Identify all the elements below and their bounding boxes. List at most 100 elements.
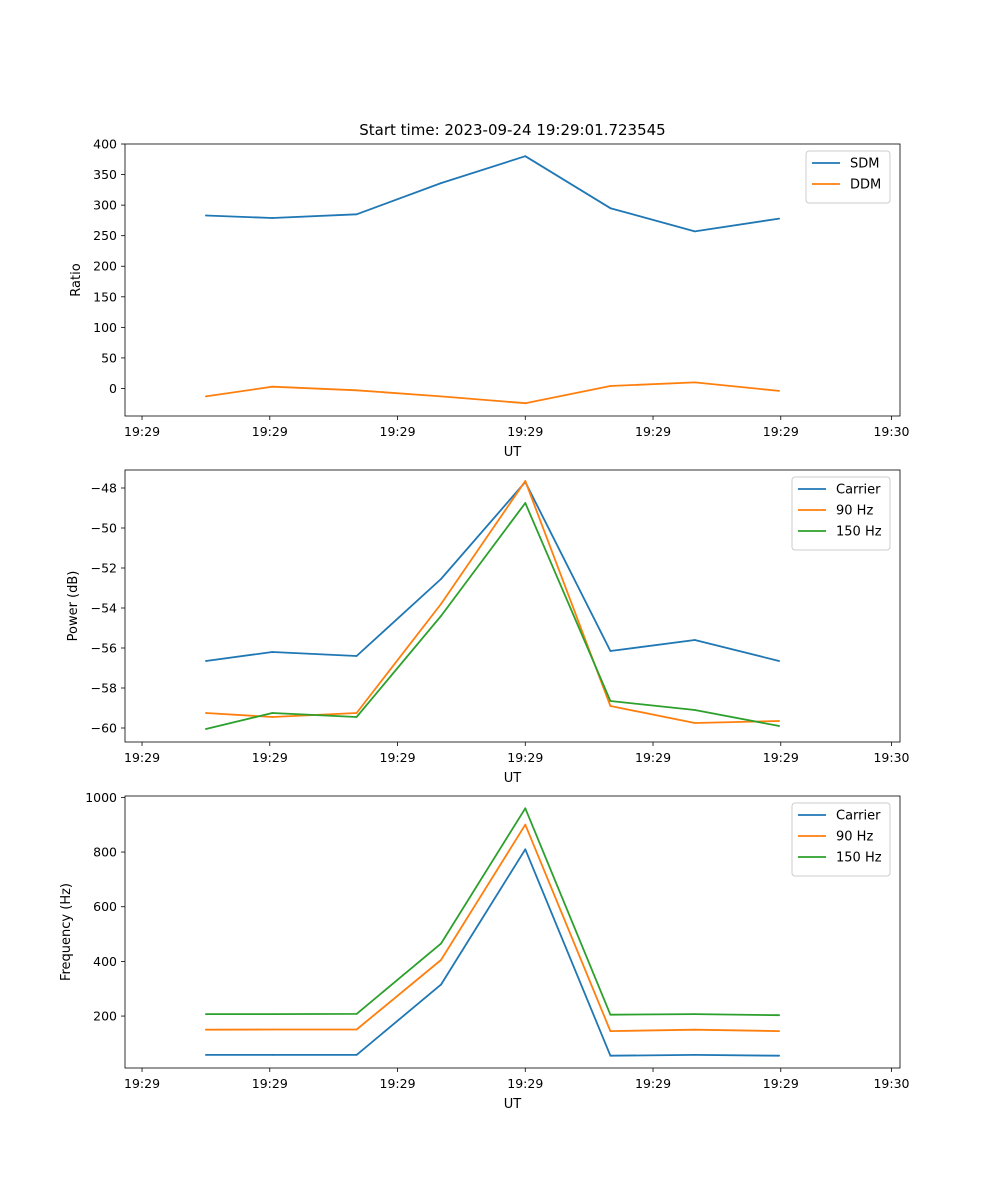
y-tick-label: 50 [101,350,117,365]
x-tick-label: 19:29 [124,750,160,765]
series-line-150-hz [205,807,780,1017]
data-point [440,942,442,945]
data-point [609,1054,612,1057]
data-point [693,722,696,724]
data-point [778,720,780,722]
data-point [693,639,696,641]
data-point [205,1054,207,1056]
x-axis-label: UT [504,1097,522,1112]
data-point [440,182,442,185]
data-point [609,385,612,387]
x-tick-label: 19:29 [763,750,799,765]
series-line-ddm [205,381,780,405]
legend-label: 150 Hz [836,525,882,540]
data-point [693,230,696,233]
plot-area [124,469,901,743]
data-point [609,705,612,707]
data-point [693,1013,696,1015]
data-point [693,381,696,384]
data-point [524,502,527,504]
data-point [524,848,527,851]
data-point [205,1013,207,1015]
x-tick-label: 19:29 [252,750,288,765]
y-axis-label: Power (dB) [66,571,81,642]
data-point [355,655,358,657]
data-point [355,716,358,718]
x-tick-label: 19:30 [873,750,909,765]
legend-label: 90 Hz [836,830,873,845]
x-tick-label: 19:29 [507,424,543,439]
data-point [205,395,207,398]
y-tick-label: 150 [93,289,117,304]
y-tick-label: 600 [93,899,117,914]
chart-title: Start time: 2023-09-24 19:29:01.723545 [359,121,665,139]
legend-box [805,150,891,204]
y-tick-label: 800 [93,845,117,860]
data-point [778,725,780,727]
data-point [778,1054,780,1057]
plot-area [124,143,901,417]
y-tick-label: 200 [93,259,117,274]
data-point [355,389,358,392]
x-tick-label: 19:29 [124,1076,160,1091]
data-point [355,1028,358,1031]
x-axis-label: UT [504,771,522,786]
x-tick-label: 19:29 [635,424,671,439]
data-point [271,651,274,653]
x-tick-label: 19:30 [873,424,909,439]
chart-panels: Start time: 2023-09-24 19:29:01.723545 19… [59,121,910,1112]
x-tick-label: 19:29 [252,424,288,439]
y-tick-label: 100 [93,320,117,335]
data-point [271,1054,274,1056]
chart-panel-3: 19:29 19:29 19:29 19:29 19:29 19:29 19:30 1000 8… [59,790,910,1112]
legend-label: 90 Hz [836,504,873,519]
y-axis-label: Frequency (Hz) [59,883,74,981]
y-tick-label: −56 [91,641,117,656]
legend: Carrier 90 Hz 150 Hz [791,476,891,551]
data-point [609,700,612,702]
x-tick-label: 19:29 [252,1076,288,1091]
data-point [205,728,207,730]
data-point [524,480,527,482]
y-tick-label: −50 [91,521,117,536]
x-tick-label: 19:29 [507,750,543,765]
y-tick-label: −54 [91,601,117,616]
series-line-90-hz [205,823,780,1032]
data-point [440,983,442,986]
y-tick-label: −48 [91,481,117,496]
data-point [205,214,207,217]
data-point [693,1028,696,1031]
chart-panel-2: 19:29 19:29 19:29 19:29 19:29 19:29 19:30 −48 −5… [66,469,910,786]
data-point [355,1013,358,1015]
y-tick-label: −60 [91,721,117,736]
data-point [355,712,358,714]
data-point [524,823,527,826]
data-point [693,709,696,711]
legend-label: DDM [850,178,881,193]
y-tick-label: 400 [93,137,117,152]
y-tick-label: 250 [93,228,117,243]
legend: Carrier 90 Hz 150 Hz [791,802,891,877]
x-tick-label: 19:29 [507,1076,543,1091]
data-point [693,1054,696,1056]
data-point [271,385,274,388]
data-point [778,660,780,662]
data-point [440,395,442,398]
legend-label: SDM [850,157,879,172]
y-tick-label: 300 [93,198,117,213]
x-tick-label: 19:29 [124,424,160,439]
x-axis-label: UT [504,445,522,460]
data-point [205,1028,207,1031]
data-point [524,402,527,405]
x-tick-label: 19:29 [763,1076,799,1091]
series-line-carrier [205,481,780,662]
series-line-90-hz [205,480,780,724]
data-point [609,1013,612,1016]
series-line-carrier [205,848,780,1057]
x-tick-label: 19:29 [380,424,416,439]
chart-panel-1: Start time: 2023-09-24 19:29:01.723545 19… [69,121,910,460]
data-point [609,207,612,210]
plot-area [124,795,901,1069]
y-tick-label: 0 [109,381,117,396]
data-point [271,1013,274,1015]
